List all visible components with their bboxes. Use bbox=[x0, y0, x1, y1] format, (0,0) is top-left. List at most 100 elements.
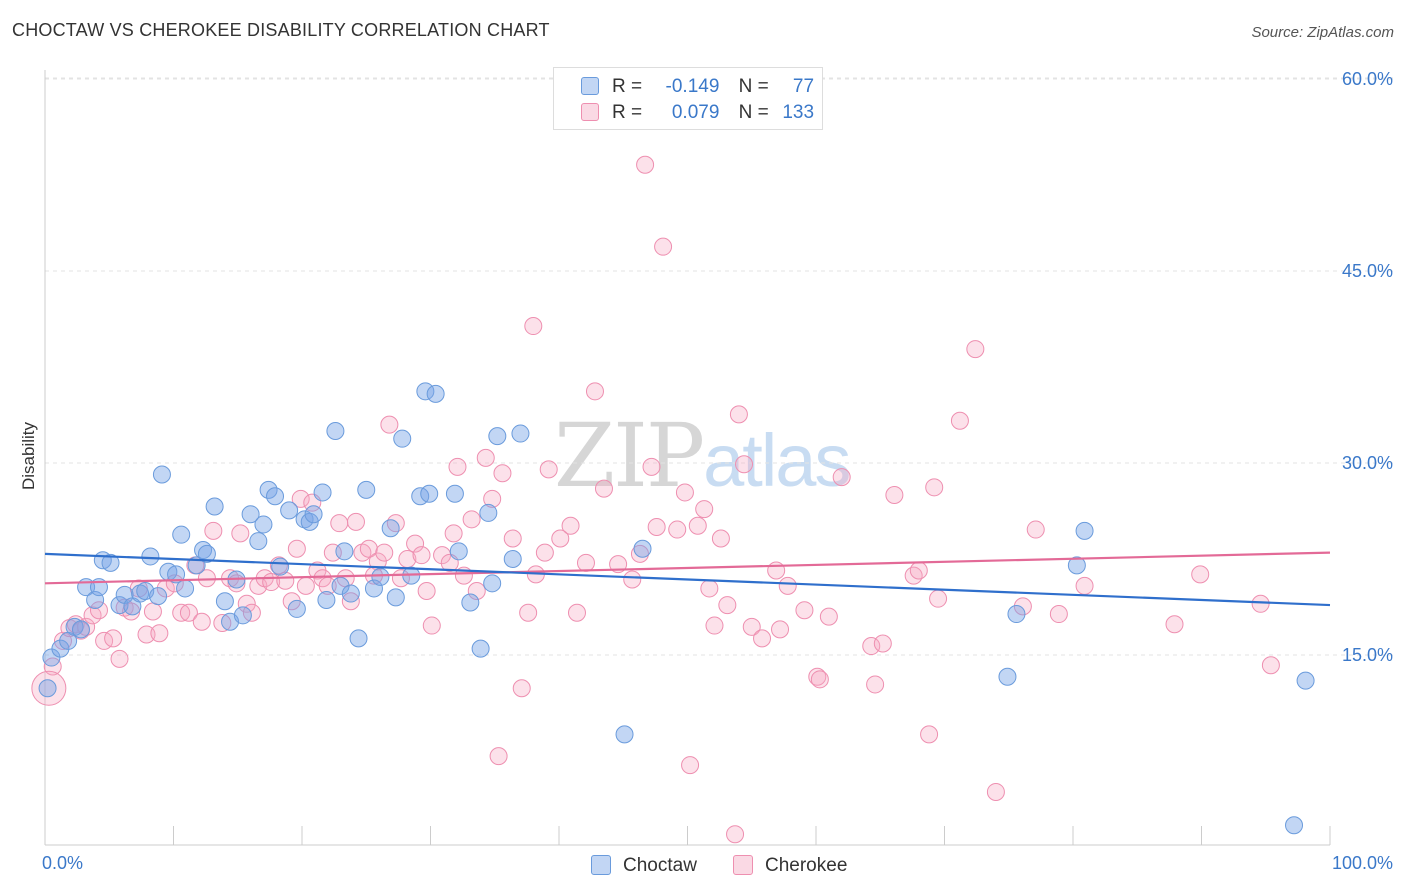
cherokee-point bbox=[795, 601, 814, 620]
choctaw-point bbox=[176, 579, 195, 598]
cherokee-point bbox=[448, 457, 467, 476]
n-label: N = bbox=[738, 76, 769, 97]
choctaw-point bbox=[71, 620, 90, 639]
choctaw-point bbox=[381, 519, 400, 538]
cherokee-point bbox=[986, 782, 1005, 801]
cherokee-point bbox=[551, 529, 570, 548]
cherokee-point bbox=[417, 582, 436, 600]
chart-title: CHOCTAW VS CHEROKEE DISABILITY CORRELATI… bbox=[12, 20, 550, 40]
choctaw-point bbox=[386, 588, 405, 607]
choctaw-point bbox=[1285, 816, 1304, 835]
cherokee-point bbox=[753, 629, 772, 648]
cherokee-point bbox=[433, 546, 452, 565]
cherokee-point bbox=[767, 561, 786, 580]
choctaw-point bbox=[152, 465, 171, 484]
choctaw-point bbox=[271, 557, 290, 576]
legend: Choctaw Cherokee bbox=[0, 850, 1406, 880]
cherokee-point bbox=[700, 579, 719, 598]
cherokee-point bbox=[539, 460, 558, 479]
cherokee-point bbox=[386, 514, 405, 533]
cherokee-r-value: 0.079 bbox=[671, 102, 720, 123]
cherokee-point bbox=[636, 155, 655, 174]
cherokee-point bbox=[1026, 520, 1045, 539]
cherokee-point bbox=[778, 576, 797, 595]
r-label: R = bbox=[612, 102, 643, 123]
choctaw-point bbox=[197, 544, 216, 563]
choctaw-point bbox=[1075, 521, 1094, 540]
cherokee-point bbox=[654, 237, 673, 256]
cherokee-point bbox=[359, 539, 378, 558]
cherokee-trend-line bbox=[44, 551, 1331, 585]
cherokee-point bbox=[330, 514, 349, 533]
choctaw-point bbox=[131, 584, 150, 603]
choctaw-points bbox=[38, 382, 1315, 835]
cherokee-n-value: 133 bbox=[782, 102, 815, 123]
cherokee-swatch bbox=[581, 103, 599, 121]
choctaw-point bbox=[511, 424, 530, 443]
x-tick-label: 0.0% bbox=[42, 853, 83, 873]
cherokee-point bbox=[346, 512, 365, 531]
choctaw-swatch bbox=[581, 77, 599, 95]
cherokee-point bbox=[585, 382, 604, 401]
cherokee-point bbox=[642, 457, 661, 476]
stats-text-choctaw: R = -0.149 N = 77 bbox=[612, 74, 814, 100]
choctaw-point bbox=[205, 497, 224, 516]
cherokee-point bbox=[476, 448, 495, 467]
axis-labels: 15.0% 30.0% 45.0% 60.0% 0.0% 100.0% Disability bbox=[19, 69, 1393, 873]
cherokee-point bbox=[695, 500, 714, 519]
x-tick-label: 100.0% bbox=[1332, 853, 1393, 873]
cherokee-point bbox=[668, 520, 687, 539]
cherokee-point bbox=[412, 546, 431, 565]
cherokee-point bbox=[609, 555, 628, 574]
choctaw-point bbox=[254, 515, 273, 534]
cherokee-point bbox=[873, 634, 892, 653]
choctaw-r-value: -0.149 bbox=[665, 76, 720, 97]
cherokee-point bbox=[380, 415, 399, 434]
cherokee-point bbox=[1075, 576, 1094, 595]
cherokee-points bbox=[31, 155, 1280, 844]
choctaw-point bbox=[317, 590, 336, 609]
cherokee-point bbox=[104, 629, 123, 648]
choctaw-trend-line bbox=[44, 552, 1331, 607]
cherokee-point bbox=[647, 518, 666, 536]
choctaw-point bbox=[449, 542, 468, 561]
choctaw-point bbox=[233, 606, 252, 625]
cherokee-point bbox=[375, 543, 394, 562]
legend-swatch-cherokee bbox=[733, 855, 753, 875]
cherokee-point bbox=[493, 464, 512, 483]
cherokee-point bbox=[489, 747, 508, 766]
trend-lines bbox=[44, 551, 1331, 607]
cherokee-point bbox=[808, 667, 827, 686]
r-label: R = bbox=[612, 76, 643, 97]
cherokee-point bbox=[291, 489, 310, 508]
cherokee-point bbox=[204, 521, 223, 540]
cherokee-point bbox=[576, 553, 595, 572]
chart-source: Source: ZipAtlas.com bbox=[1251, 24, 1394, 41]
choctaw-point bbox=[172, 525, 191, 544]
cherokee-point bbox=[810, 670, 829, 689]
legend-swatch-choctaw bbox=[591, 855, 611, 875]
cherokee-point bbox=[866, 675, 885, 694]
choctaw-point bbox=[1296, 671, 1315, 690]
cherokee-point bbox=[909, 561, 928, 580]
cherokee-point bbox=[43, 657, 62, 676]
cherokee-point bbox=[675, 483, 694, 502]
choctaw-point bbox=[249, 532, 268, 551]
choctaw-point bbox=[313, 483, 332, 502]
cherokee-point bbox=[729, 405, 748, 424]
cherokee-point bbox=[535, 543, 554, 562]
choctaw-point bbox=[331, 576, 350, 595]
y-tick-label: 60.0% bbox=[1342, 69, 1393, 89]
choctaw-point bbox=[479, 503, 498, 522]
choctaw-point bbox=[998, 667, 1017, 686]
cherokee-point bbox=[287, 539, 306, 558]
cherokee-point bbox=[904, 566, 923, 585]
cherokee-point bbox=[594, 479, 613, 498]
choctaw-point bbox=[615, 725, 634, 744]
choctaw-point bbox=[341, 584, 360, 603]
choctaw-point bbox=[295, 510, 314, 529]
cherokee-point bbox=[483, 489, 502, 508]
choctaw-point bbox=[110, 596, 129, 615]
stats-text-cherokee: R = 0.079 N = 133 bbox=[612, 100, 814, 126]
choctaw-point bbox=[488, 427, 507, 446]
